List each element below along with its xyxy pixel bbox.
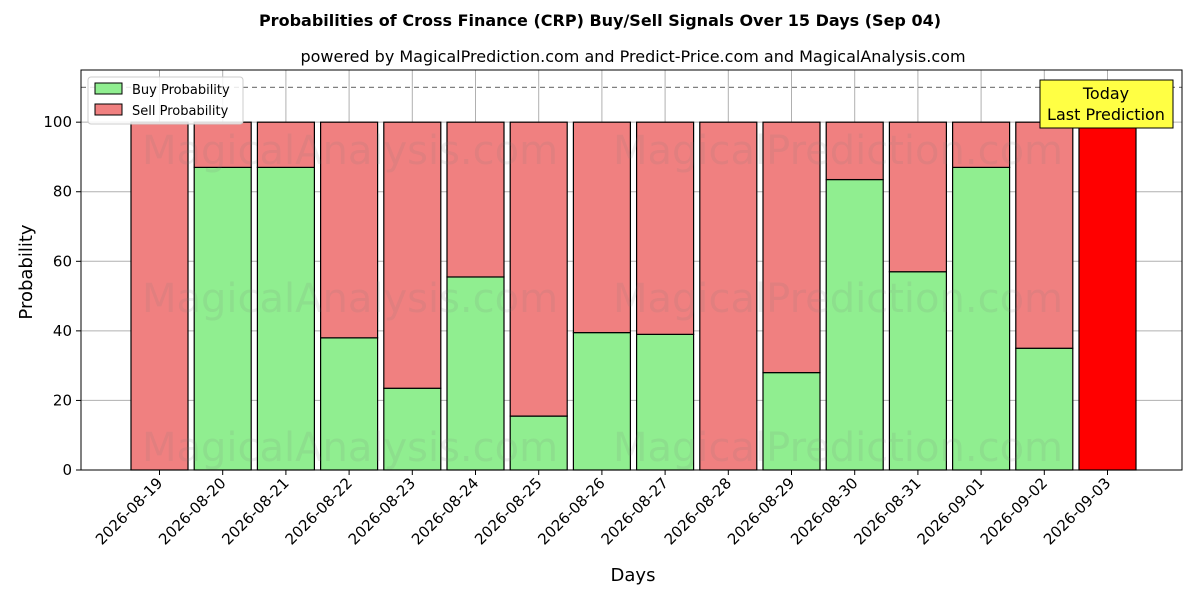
- x-tick-label: 2026-08-20: [155, 474, 229, 548]
- y-tick-label: 40: [53, 322, 72, 340]
- x-tick-label: 2026-09-02: [977, 474, 1051, 548]
- x-tick-label: 2026-08-31: [850, 474, 924, 548]
- legend-sell-label: Sell Probability: [132, 104, 229, 119]
- x-tick-label: 2026-08-24: [408, 474, 482, 548]
- last-prediction-label: Last Prediction: [1047, 105, 1165, 124]
- watermark: MagicalAnalysis.com MagicalPrediction.com…: [142, 128, 1063, 471]
- buy-bar: [825, 178, 884, 471]
- legend-buy-label: Buy Probability: [132, 83, 230, 98]
- legend-buy-swatch: [94, 82, 123, 95]
- x-tick-label: 2026-08-21: [218, 474, 292, 548]
- x-tick-label: 2026-08-26: [534, 474, 608, 548]
- today-annotation-box: [1039, 79, 1174, 129]
- sell-bar: [951, 121, 1011, 168]
- watermark-text: MagicalAnalysis.com: [142, 276, 558, 322]
- sell-bar: [888, 121, 948, 273]
- sell-bar: [256, 121, 315, 168]
- sell-bar: [572, 121, 632, 334]
- x-tick-label: 2026-08-27: [598, 474, 672, 548]
- buy-bar: [572, 332, 632, 471]
- y-axis-label: Probability: [16, 224, 37, 319]
- sell-bar: [320, 121, 379, 339]
- y-tick-label: 100: [43, 113, 72, 131]
- x-tick-label: 2026-08-25: [471, 474, 545, 548]
- legend: Buy Probability Sell Probability: [87, 76, 244, 125]
- y-tick-label: 0: [62, 461, 72, 479]
- sell-bar: [193, 121, 252, 168]
- sell-bar: [509, 121, 568, 417]
- x-tick-label: 2026-09-03: [1040, 474, 1114, 548]
- sell-bar: [383, 121, 442, 389]
- watermark-text: MagicalPrediction.com: [613, 276, 1063, 322]
- buy-bar: [762, 372, 821, 471]
- watermark-text: MagicalPrediction.com: [613, 425, 1063, 471]
- today-label: Today: [1082, 84, 1129, 103]
- x-tick-label: 2026-08-23: [345, 474, 419, 548]
- buy-bar: [888, 271, 948, 471]
- y-tick-label: 80: [53, 183, 72, 201]
- x-tick-label: 2026-08-19: [92, 474, 166, 548]
- sell-bar: [446, 121, 505, 278]
- sell-bar: [825, 121, 884, 181]
- y-tick-label: 60: [53, 252, 72, 270]
- x-axis-label: Days: [611, 565, 656, 586]
- buy-bar: [320, 337, 379, 471]
- watermark-text: MagicalAnalysis.com: [142, 425, 558, 471]
- sell-bar: [762, 121, 821, 374]
- x-tick-label: 2026-08-22: [282, 474, 356, 548]
- bars: [130, 121, 1137, 471]
- x-tick-label: 2026-08-28: [661, 474, 735, 548]
- sell-bar: [699, 121, 758, 471]
- sell-bar: [1015, 121, 1074, 349]
- legend-sell-swatch: [94, 103, 123, 116]
- today-annotation: Today Last Prediction: [1039, 79, 1174, 129]
- x-axis: 2026-08-192026-08-202026-08-212026-08-22…: [92, 470, 1114, 548]
- x-tick-label: 2026-09-01: [914, 474, 988, 548]
- buy-bar: [446, 276, 505, 471]
- chart-subtitle: powered by MagicalPrediction.com and Pre…: [300, 47, 965, 66]
- sell-bar: [1078, 121, 1137, 471]
- y-axis: 0 20 40 60 80 100: [43, 113, 81, 479]
- x-tick-label: 2026-08-30: [787, 474, 861, 548]
- x-tick-label: 2026-08-29: [724, 474, 798, 548]
- watermark-text: MagicalAnalysis.com: [142, 128, 558, 174]
- buy-bar: [509, 415, 568, 471]
- buy-bar: [635, 333, 695, 471]
- buy-bar: [951, 166, 1011, 471]
- plot-frame: [80, 69, 1183, 471]
- chart-title: Probabilities of Cross Finance (CRP) Buy…: [259, 11, 941, 30]
- watermark-text: MagicalPrediction.com: [613, 128, 1063, 174]
- sell-bar: [635, 121, 695, 335]
- y-tick-label: 20: [53, 391, 72, 409]
- legend-box: [87, 76, 244, 125]
